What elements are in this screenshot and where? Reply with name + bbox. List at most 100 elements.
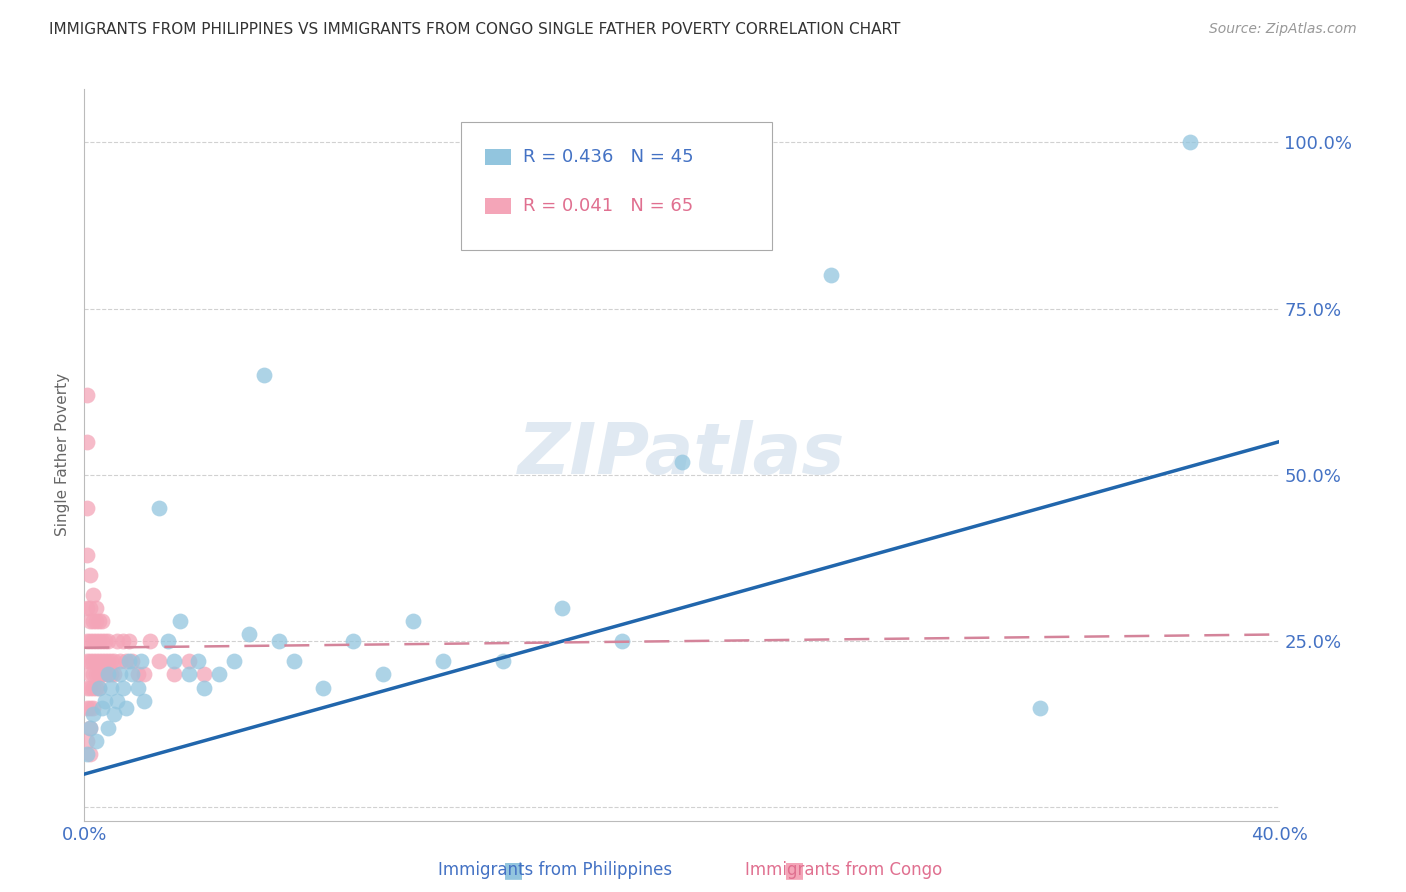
Point	[82, 634, 104, 648]
Point	[79, 654, 101, 668]
Point	[118, 654, 141, 668]
Point	[76, 600, 98, 615]
Point	[79, 681, 101, 695]
Point	[115, 700, 138, 714]
Point	[103, 667, 125, 681]
Point	[76, 734, 98, 748]
Point	[112, 634, 135, 648]
Y-axis label: Single Father Poverty: Single Father Poverty	[55, 374, 70, 536]
Point	[79, 634, 101, 648]
Point	[132, 667, 156, 681]
Text: ZIPatlas: ZIPatlas	[519, 420, 845, 490]
Point	[89, 667, 111, 681]
Point	[157, 634, 180, 648]
Point	[208, 667, 231, 681]
Point	[132, 694, 156, 708]
Point	[91, 700, 114, 714]
Text: IMMIGRANTS FROM PHILIPPINES VS IMMIGRANTS FROM CONGO SINGLE FATHER POVERTY CORRE: IMMIGRANTS FROM PHILIPPINES VS IMMIGRANT…	[49, 22, 901, 37]
Point	[89, 681, 111, 695]
Point	[82, 588, 104, 602]
Point	[79, 721, 101, 735]
Point	[89, 614, 111, 628]
Point	[97, 634, 120, 648]
Point	[187, 654, 209, 668]
Point	[1029, 700, 1052, 714]
Point	[89, 654, 111, 668]
Point	[115, 654, 138, 668]
Point	[110, 654, 132, 668]
Point	[148, 654, 170, 668]
Point	[76, 434, 98, 449]
Point	[91, 634, 114, 648]
Point	[312, 681, 335, 695]
Point	[100, 681, 122, 695]
Point	[163, 667, 186, 681]
Point	[103, 707, 125, 722]
Point	[86, 614, 108, 628]
Point	[82, 667, 104, 681]
FancyBboxPatch shape	[485, 198, 510, 214]
Text: Source: ZipAtlas.com: Source: ZipAtlas.com	[1209, 22, 1357, 37]
Point	[492, 654, 515, 668]
Point	[89, 681, 111, 695]
Point	[76, 700, 98, 714]
Point	[105, 634, 128, 648]
Point	[91, 667, 114, 681]
Point	[76, 548, 98, 562]
Point	[139, 634, 162, 648]
Point	[193, 667, 215, 681]
Point	[86, 634, 108, 648]
Point	[127, 681, 149, 695]
Point	[177, 654, 200, 668]
Point	[253, 368, 276, 383]
Point	[94, 654, 117, 668]
Point	[97, 667, 120, 681]
Point	[612, 634, 634, 648]
Point	[121, 654, 143, 668]
Point	[86, 667, 108, 681]
Point	[76, 634, 98, 648]
Point	[76, 681, 98, 695]
Point	[283, 654, 305, 668]
Point	[121, 667, 143, 681]
Point	[432, 654, 454, 668]
Point	[238, 627, 260, 641]
Point	[79, 747, 101, 761]
Point	[177, 667, 200, 681]
Point	[112, 681, 135, 695]
Point	[105, 694, 128, 708]
Point	[110, 667, 132, 681]
Point	[82, 700, 104, 714]
Point	[82, 614, 104, 628]
Point	[79, 667, 101, 681]
Point	[820, 268, 842, 283]
Point	[127, 667, 149, 681]
Point	[76, 747, 98, 761]
FancyBboxPatch shape	[461, 122, 772, 250]
Point	[94, 634, 117, 648]
Text: R = 0.436   N = 45: R = 0.436 N = 45	[523, 148, 693, 166]
Point	[79, 600, 101, 615]
Point	[193, 681, 215, 695]
Point	[97, 667, 120, 681]
Point	[79, 614, 101, 628]
Text: Immigrants from Congo: Immigrants from Congo	[745, 861, 942, 879]
FancyBboxPatch shape	[485, 149, 510, 165]
Point	[76, 654, 98, 668]
Point	[79, 721, 101, 735]
Text: R = 0.041   N = 65: R = 0.041 N = 65	[523, 197, 693, 215]
Text: Immigrants from Philippines: Immigrants from Philippines	[439, 861, 672, 879]
Point	[402, 614, 425, 628]
Point	[82, 654, 104, 668]
Point	[222, 654, 245, 668]
Point	[89, 634, 111, 648]
Point	[103, 654, 125, 668]
Point	[100, 654, 122, 668]
Point	[342, 634, 364, 648]
Point	[373, 667, 395, 681]
Point	[86, 734, 108, 748]
Point	[86, 654, 108, 668]
Point	[267, 634, 290, 648]
Point	[86, 681, 108, 695]
Point	[97, 721, 120, 735]
